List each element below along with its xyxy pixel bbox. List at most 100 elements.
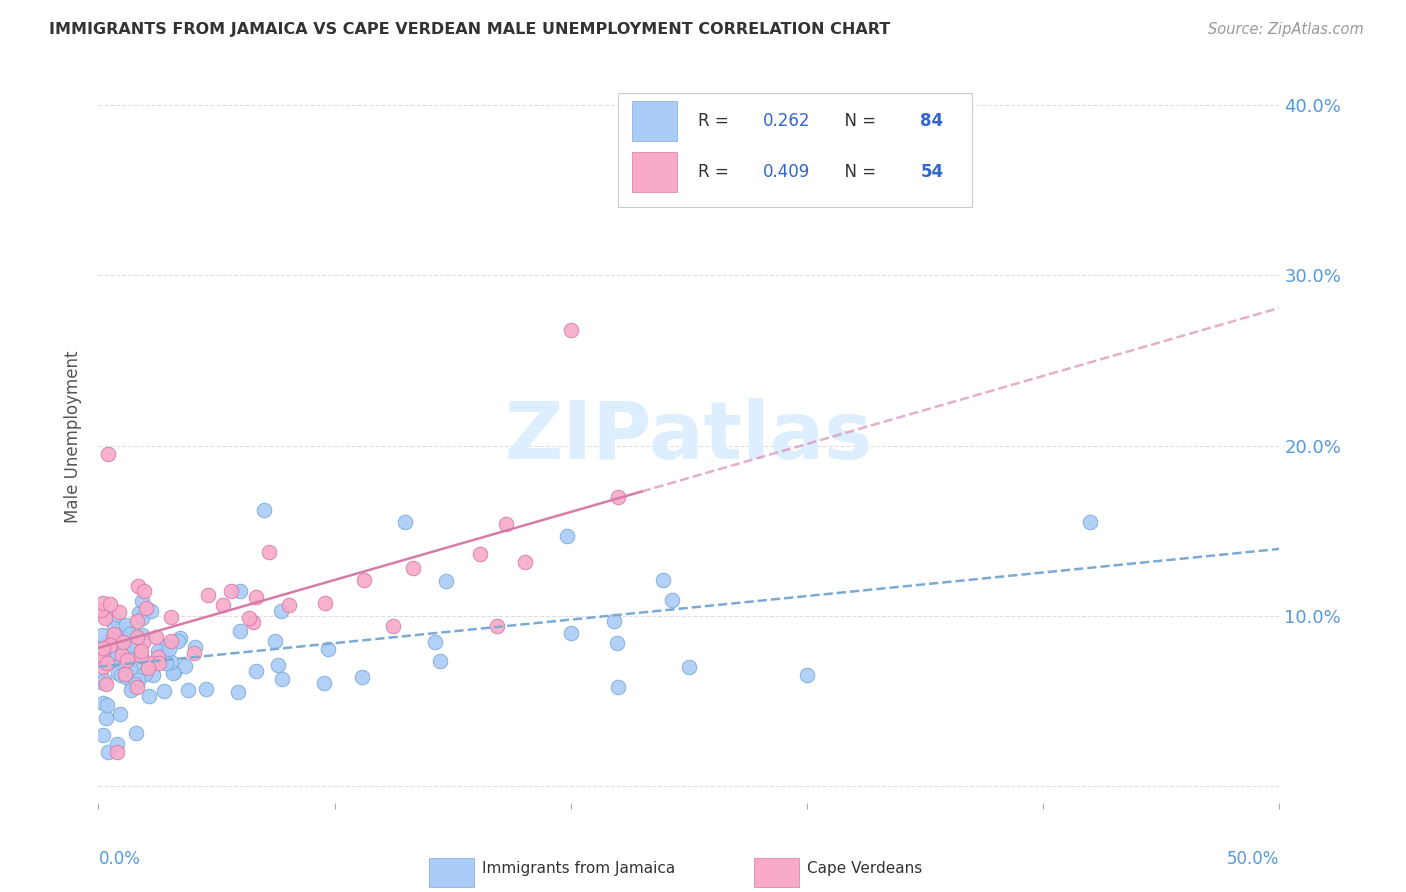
Point xyxy=(94,711,117,725)
Point xyxy=(560,625,582,640)
Point xyxy=(141,656,163,670)
Point xyxy=(135,600,157,615)
Point xyxy=(97,447,120,461)
Point xyxy=(107,646,129,660)
Point xyxy=(434,574,457,588)
Point xyxy=(194,682,217,697)
Point xyxy=(110,668,132,682)
Point xyxy=(98,597,121,611)
Text: 84: 84 xyxy=(921,112,943,130)
Point xyxy=(796,668,818,682)
Point xyxy=(157,642,180,657)
Point xyxy=(131,594,153,608)
Point xyxy=(277,598,299,612)
Point xyxy=(132,635,155,649)
Point xyxy=(155,639,177,653)
Point xyxy=(226,685,249,699)
Point xyxy=(91,696,114,710)
Point xyxy=(183,640,205,654)
Point xyxy=(101,611,124,625)
Point xyxy=(91,728,114,742)
Point xyxy=(136,661,159,675)
Point xyxy=(353,573,375,587)
Point xyxy=(111,648,134,662)
Point xyxy=(134,667,156,681)
Point xyxy=(97,745,120,759)
Text: Immigrants from Jamaica: Immigrants from Jamaica xyxy=(482,861,675,876)
Point xyxy=(142,668,165,682)
Point xyxy=(606,636,628,650)
Point xyxy=(486,619,509,633)
Point xyxy=(96,657,118,671)
Point xyxy=(120,638,142,652)
Point xyxy=(101,632,124,646)
Point xyxy=(114,666,136,681)
Point xyxy=(162,665,184,680)
FancyBboxPatch shape xyxy=(429,858,474,887)
Point xyxy=(125,630,148,644)
Point xyxy=(90,603,112,617)
Point xyxy=(108,605,131,619)
Point xyxy=(94,611,117,625)
Point xyxy=(107,665,129,680)
Point xyxy=(105,737,128,751)
Point xyxy=(425,634,447,648)
Point xyxy=(91,637,114,651)
Point xyxy=(132,584,155,599)
Point xyxy=(146,650,169,665)
Point xyxy=(125,641,148,656)
Point xyxy=(124,677,146,691)
Point xyxy=(100,639,122,653)
Point xyxy=(148,656,170,670)
Point xyxy=(110,707,132,722)
Point xyxy=(125,614,148,628)
Point xyxy=(138,689,160,703)
Point xyxy=(1080,515,1102,529)
Point xyxy=(314,596,336,610)
Point xyxy=(394,515,416,529)
Point xyxy=(91,596,114,610)
Text: 0.0%: 0.0% xyxy=(98,850,141,868)
Point xyxy=(120,683,142,698)
Point xyxy=(678,659,700,673)
Point xyxy=(163,665,186,679)
Point xyxy=(169,632,191,646)
Point xyxy=(352,670,374,684)
Point xyxy=(91,659,114,673)
Point xyxy=(114,632,136,647)
Point xyxy=(160,610,183,624)
Point xyxy=(115,653,138,667)
Point xyxy=(167,634,190,648)
Point xyxy=(159,633,181,648)
Point xyxy=(120,627,142,641)
Point xyxy=(129,644,152,658)
Point xyxy=(607,490,630,504)
Text: R =: R = xyxy=(699,112,734,130)
Point xyxy=(316,642,339,657)
Text: Cape Verdeans: Cape Verdeans xyxy=(807,861,922,876)
Point xyxy=(146,644,169,658)
Point xyxy=(555,529,578,543)
Text: R =: R = xyxy=(699,163,734,181)
Point xyxy=(112,634,135,648)
Text: Source: ZipAtlas.com: Source: ZipAtlas.com xyxy=(1208,22,1364,37)
Point xyxy=(127,673,149,687)
Point xyxy=(607,680,630,694)
FancyBboxPatch shape xyxy=(754,858,799,887)
Point xyxy=(155,657,177,671)
Point xyxy=(150,649,173,664)
Point xyxy=(152,684,174,698)
Point xyxy=(90,628,112,642)
Point xyxy=(122,657,145,671)
Point xyxy=(245,590,267,604)
Point xyxy=(177,683,200,698)
Point xyxy=(257,545,280,559)
Text: IMMIGRANTS FROM JAMAICA VS CAPE VERDEAN MALE UNEMPLOYMENT CORRELATION CHART: IMMIGRANTS FROM JAMAICA VS CAPE VERDEAN … xyxy=(49,22,890,37)
FancyBboxPatch shape xyxy=(619,94,973,207)
Point xyxy=(219,584,242,599)
Point xyxy=(128,606,150,620)
Point xyxy=(124,726,146,740)
FancyBboxPatch shape xyxy=(633,101,678,141)
Point xyxy=(381,619,404,633)
Point xyxy=(90,648,112,662)
